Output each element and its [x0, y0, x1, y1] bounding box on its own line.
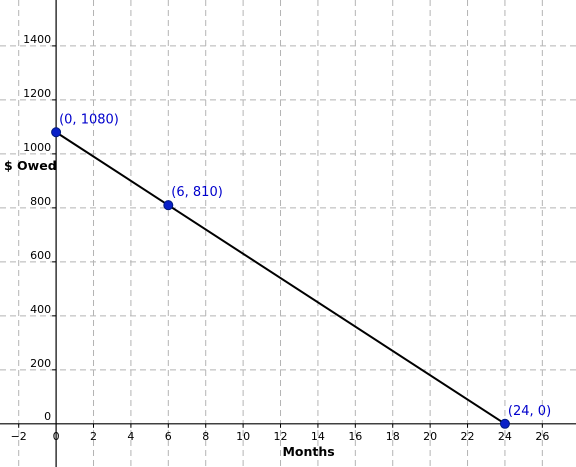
x-tick-label: 26: [535, 430, 549, 443]
tick-marks: [18, 45, 543, 428]
x-tick-label: 2: [90, 430, 97, 443]
point-label-2: (24, 0): [508, 404, 551, 419]
point-label-1: (6, 810): [171, 185, 223, 200]
y-tick-label: 1000: [23, 141, 51, 154]
x-axis-title: Months: [282, 444, 334, 459]
x-tick-label: 12: [274, 430, 288, 443]
x-tick-label: 8: [202, 430, 209, 443]
y-tick-label: 600: [30, 249, 51, 262]
x-tick-label: −2: [11, 430, 27, 443]
y-tick-label: 400: [30, 303, 51, 316]
y-tick-label: 200: [30, 357, 51, 370]
data-point-0: [51, 127, 62, 138]
y-axis-title: $ Owed: [4, 158, 57, 173]
x-tick-label: 24: [498, 430, 512, 443]
point-label-0: (0, 1080): [59, 112, 119, 127]
data-point-1: [163, 200, 174, 211]
data-point-2: [499, 418, 510, 429]
tick-labels: −2 0 2 4 6 8 10 12 14 16 18 20 22 24 26020040060080010…: [11, 33, 550, 443]
x-tick-label: 6: [165, 430, 172, 443]
y-tick-label: 1400: [23, 33, 51, 46]
y-tick-label: 1200: [23, 87, 51, 100]
y-tick-label: 0: [44, 410, 51, 423]
x-tick-label: 18: [386, 430, 400, 443]
x-tick-label: 16: [348, 430, 362, 443]
x-tick-label: 10: [236, 430, 250, 443]
x-tick-label: 22: [461, 430, 475, 443]
x-tick-label: 0: [53, 430, 60, 443]
x-tick-label: 14: [311, 430, 325, 443]
x-tick-label: 4: [127, 430, 134, 443]
points-layer: (0, 1080) (6, 810) (24, 0): [51, 112, 551, 429]
x-tick-label: 20: [423, 430, 437, 443]
y-tick-label: 800: [30, 195, 51, 208]
